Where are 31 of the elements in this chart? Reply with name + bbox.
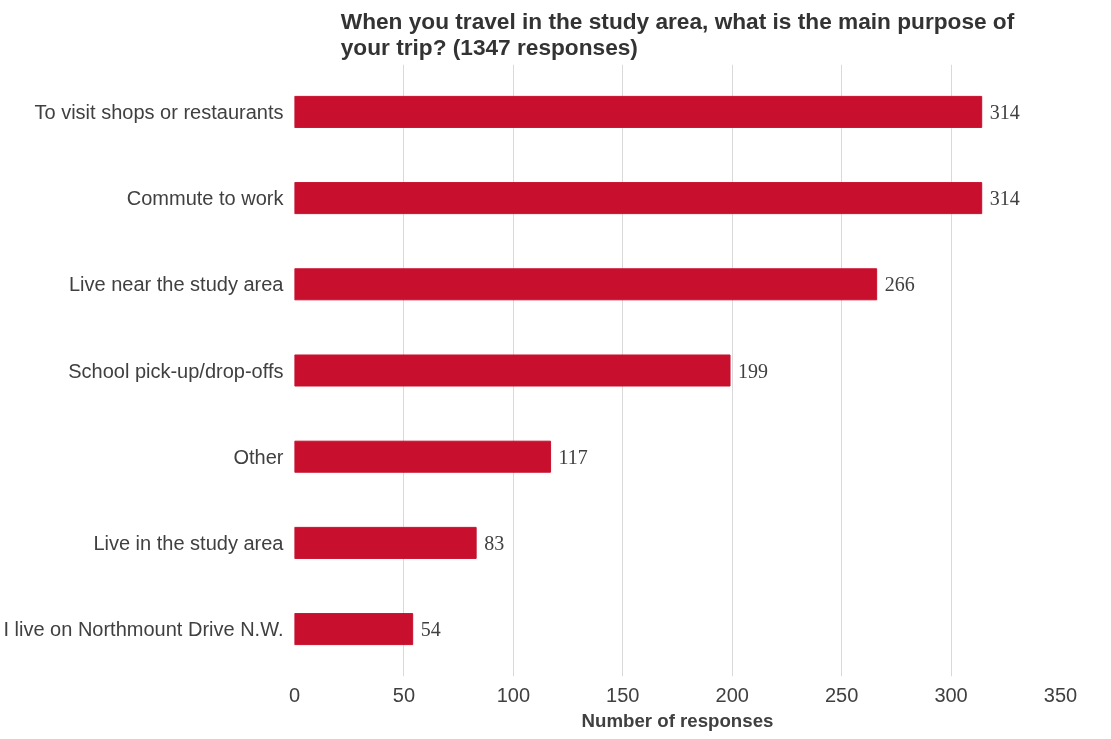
data-label: 314 — [989, 187, 1020, 210]
y-tick-label: School pick-up/drop-offs — [68, 359, 284, 382]
chart-title: When you travel in the study area, what is the main purpose of your trip? (1347 responses) — [340, 7, 1015, 60]
bar — [294, 354, 731, 387]
x-tick-label: 300 — [934, 683, 968, 706]
data-label: 266 — [884, 273, 915, 296]
bar — [294, 613, 414, 646]
y-tick-label: I live on Northmount Drive N.W. — [3, 618, 284, 641]
x-tick-label: 250 — [824, 683, 859, 706]
x-tick-label: 150 — [606, 683, 640, 706]
x-tick-label: 100 — [496, 683, 531, 706]
y-tick-label: Live in the study area — [93, 531, 285, 554]
y-tick-label: To visit shops or restaurants — [34, 100, 284, 123]
data-label: 314 — [989, 100, 1020, 123]
x-tick-label: 50 — [392, 683, 416, 706]
data-label: 83 — [484, 531, 505, 554]
bar — [294, 526, 477, 559]
x-tick-label: 350 — [1043, 683, 1078, 706]
x-tick-label: 200 — [715, 683, 749, 706]
x-tick-label: 0 — [288, 683, 301, 706]
y-tick-label: Live near the study area — [68, 273, 285, 296]
y-tick-label: Commute to work — [126, 187, 285, 210]
bar — [294, 268, 878, 301]
data-label: 199 — [738, 359, 769, 382]
data-label: 54 — [420, 618, 441, 641]
y-tick-label: Other — [233, 445, 284, 468]
bar — [294, 95, 983, 128]
data-label: 117 — [558, 445, 588, 468]
bar — [294, 182, 983, 215]
bar — [294, 440, 552, 473]
x-axis-title: Number of responses — [581, 709, 774, 731]
